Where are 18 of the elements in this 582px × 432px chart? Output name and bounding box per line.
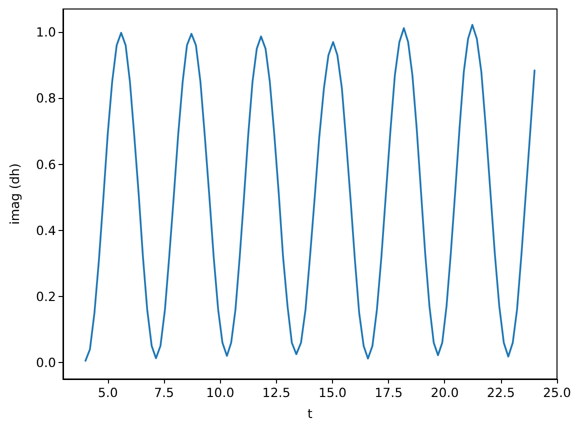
x-tick-label: 7.5	[154, 385, 174, 400]
y-axis-title: imag (dh)	[7, 163, 22, 225]
x-tick-label: 25.0	[542, 385, 572, 400]
x-tick-label: 22.5	[486, 385, 515, 400]
x-tick-label: 5.0	[98, 385, 118, 400]
y-tick-label: 0.0	[36, 354, 56, 370]
y-tick-label: 0.2	[36, 288, 56, 304]
x-tick-label: 15.0	[318, 385, 346, 400]
y-tick-label: 0.6	[36, 156, 56, 172]
x-tick-label: 17.5	[374, 385, 403, 400]
x-axis-title: t	[308, 406, 313, 421]
x-tick-label: 12.5	[262, 385, 290, 400]
line-series	[84, 24, 536, 362]
x-tick-label: 10.0	[206, 385, 234, 400]
y-tick-label: 0.4	[36, 222, 56, 238]
y-tick-label: 1.0	[36, 24, 56, 40]
y-tick-label: 0.8	[36, 90, 56, 106]
x-tick-label: 20.0	[430, 385, 459, 400]
